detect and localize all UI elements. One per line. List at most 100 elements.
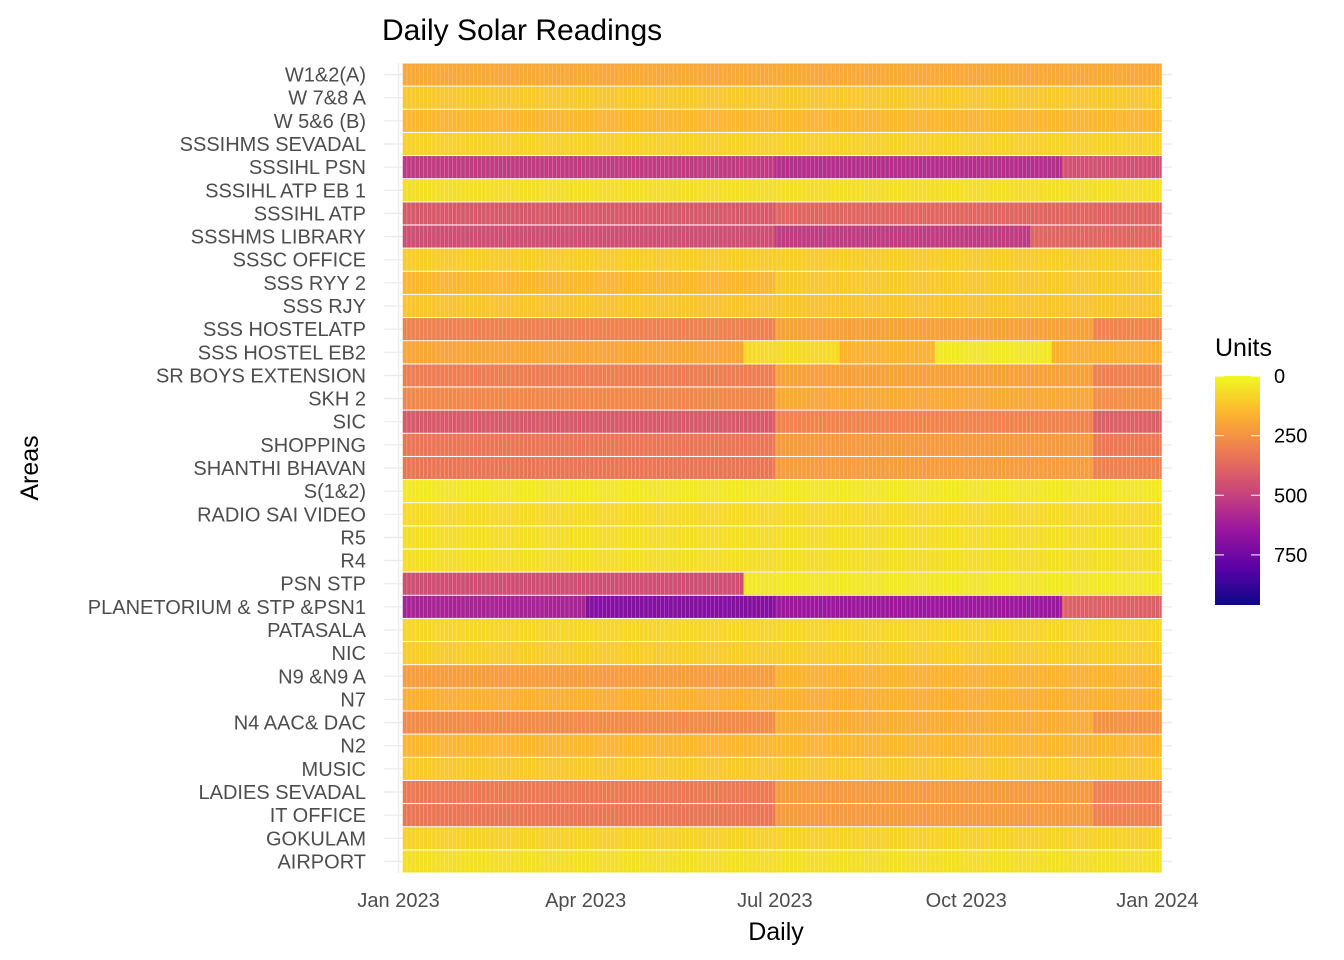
heatmap-cell (1061, 595, 1162, 618)
area-row (402, 341, 1162, 364)
area-row (402, 63, 1162, 86)
area-row (402, 179, 1162, 202)
y-tick-label: W 7&8 A (288, 88, 366, 110)
y-tick-label: MUSIC (302, 759, 366, 781)
y-tick-label: W 5&6 (B) (274, 111, 366, 133)
heatmap-cell (402, 133, 1162, 155)
heatmap-cell (934, 341, 1052, 364)
heatmap-cell (402, 410, 775, 433)
y-tick-label: SSS RYY 2 (263, 273, 366, 295)
heatmap-cell (402, 688, 1162, 711)
y-tick-label: SHOPPING (260, 435, 366, 457)
legend-ticks: 0 250 500 750 (1215, 366, 1307, 567)
heatmap-cell (774, 711, 1093, 734)
heatmap-cell (402, 642, 1162, 665)
heatmap-cell (1092, 410, 1162, 433)
y-tick-label: R5 (340, 527, 366, 549)
y-axis-label: Areas (16, 435, 44, 500)
heatmap-cell (1092, 318, 1162, 341)
heatmap-cell (402, 202, 775, 225)
area-row (402, 433, 1162, 456)
y-tick-label: N2 (340, 736, 366, 758)
heatmap-cell (1061, 156, 1162, 179)
y-tick-label: W1&2(A) (285, 65, 366, 87)
area-row (402, 595, 1162, 618)
x-tick-label: Apr 2023 (545, 890, 626, 912)
area-row (402, 688, 1162, 711)
heatmap-cell (1092, 433, 1162, 456)
heatmap-cell (774, 665, 1162, 688)
x-axis-label: Daily (748, 918, 804, 946)
heatmap-cell (402, 665, 775, 688)
heatmap-cell (402, 457, 775, 479)
y-tick-label: RADIO SAI VIDEO (197, 504, 366, 526)
area-row (402, 480, 1162, 503)
legend-tick-label: 750 (1274, 545, 1307, 567)
x-tick-label: Oct 2023 (926, 890, 1007, 912)
area-row (402, 271, 1162, 294)
area-row (402, 757, 1162, 780)
y-tick-label: N7 (340, 689, 366, 711)
heatmap-cell (402, 341, 744, 364)
heatmap-cell (774, 457, 1093, 479)
heatmap-cell (774, 318, 1093, 341)
heatmap-cell (774, 225, 1031, 248)
heatmap-cell (774, 364, 1093, 387)
area-row (402, 619, 1162, 641)
area-row (402, 410, 1162, 433)
area-row (402, 711, 1162, 734)
y-tick-label: PSN STP (280, 574, 366, 596)
area-row (402, 804, 1162, 827)
heatmap-cell (402, 619, 1162, 641)
x-tick-label: Jan 2024 (1116, 890, 1198, 912)
area-row (402, 248, 1162, 271)
area-row (402, 850, 1162, 873)
y-tick-label: NIC (332, 643, 366, 665)
area-row (402, 781, 1162, 803)
legend-colorbar (1215, 376, 1260, 605)
chart-title: Daily Solar Readings (382, 14, 662, 47)
heatmap-cell (774, 271, 1162, 294)
heatmap-cell (402, 156, 775, 179)
y-tick-label: GOKULAM (266, 828, 366, 850)
heatmap-cell (774, 781, 1093, 803)
heatmap-cell (402, 595, 586, 618)
heatmap-cell (1092, 364, 1162, 387)
y-tick-label: R4 (340, 551, 366, 573)
y-tick-label: SIC (333, 412, 366, 434)
area-row (402, 156, 1162, 179)
heatmap-cell (774, 804, 1093, 827)
area-row (402, 387, 1162, 410)
heatmap-cell (1092, 457, 1162, 479)
y-tick-label: SSSIHL PSN (249, 157, 366, 179)
y-tick-label: SKH 2 (308, 389, 366, 411)
heatmap-cell (1092, 711, 1162, 734)
area-row (402, 133, 1162, 155)
y-tick-label: SSSIHL ATP EB 1 (205, 180, 366, 202)
x-tick-labels: Jan 2023 Apr 2023 Jul 2023 Oct 2023 Jan 2024 (357, 890, 1198, 912)
legend-tick-label: 0 (1274, 366, 1285, 388)
area-row (402, 549, 1162, 572)
y-tick-label: N4 AAC& DAC (234, 713, 366, 735)
heatmap-cell (774, 433, 1093, 456)
area-row (402, 734, 1162, 757)
day-separators (402, 65, 1160, 871)
heatmap-cell (402, 572, 744, 595)
y-tick-label: SSSC OFFICE (233, 250, 366, 272)
heatmap-cell (774, 202, 1093, 225)
heatmap-cell (402, 225, 775, 248)
heatmap-cell (774, 410, 1093, 433)
legend: Units 0 250 500 750 (1215, 334, 1307, 605)
heatmap-cell (402, 734, 1162, 757)
heatmap-cell (402, 827, 1162, 850)
area-row (402, 225, 1162, 248)
heatmap-cell (402, 549, 1162, 572)
heatmap-cell (402, 295, 1162, 317)
heatmap-cell (402, 318, 775, 341)
y-tick-label: SHANTHI BHAVAN (193, 458, 366, 480)
heatmap-cell (402, 804, 775, 827)
y-tick-label: SSS HOSTELATP (203, 319, 366, 341)
x-tick-label: Jul 2023 (737, 890, 813, 912)
legend-tick-label: 500 (1274, 485, 1307, 507)
